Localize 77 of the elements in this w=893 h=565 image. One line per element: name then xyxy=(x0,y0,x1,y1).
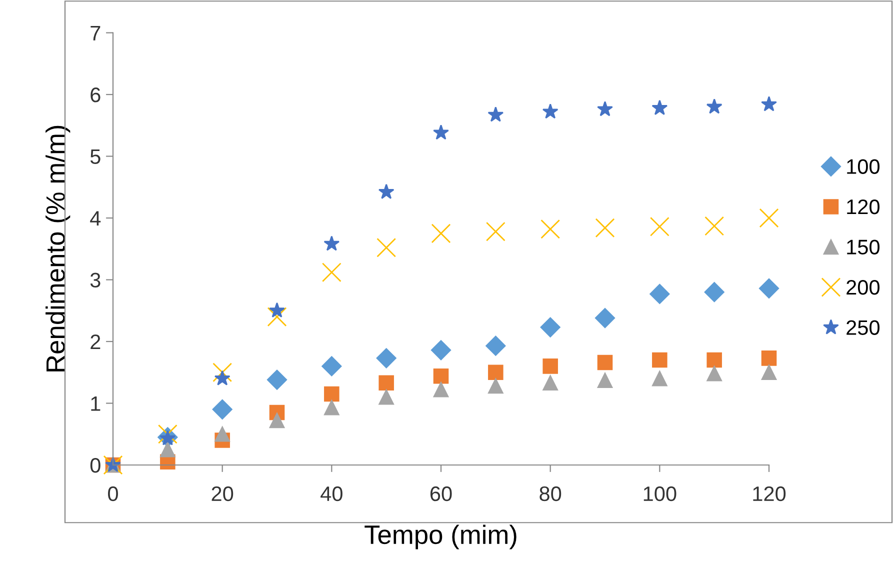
x-tick-label: 120 xyxy=(753,486,786,502)
point xyxy=(488,364,504,380)
point xyxy=(758,278,780,298)
point xyxy=(378,389,394,405)
point xyxy=(652,352,668,368)
point xyxy=(597,372,613,388)
point xyxy=(542,375,558,391)
y-tick-label: 0 xyxy=(90,458,100,473)
point xyxy=(212,362,232,382)
y-tick-label: 3 xyxy=(90,272,100,288)
point xyxy=(542,103,558,119)
point xyxy=(759,208,779,228)
point xyxy=(650,284,670,304)
point xyxy=(706,352,722,368)
point xyxy=(433,382,449,398)
point xyxy=(761,350,777,366)
point xyxy=(324,400,340,416)
point xyxy=(540,317,560,338)
point xyxy=(160,442,176,458)
point xyxy=(376,348,396,368)
x-tick-label: 40 xyxy=(320,486,342,502)
point xyxy=(704,282,724,302)
point xyxy=(488,106,504,122)
point xyxy=(212,399,232,420)
point xyxy=(322,356,342,376)
point xyxy=(761,364,777,380)
x-tick-label: 80 xyxy=(540,486,562,502)
x-tick-label: 100 xyxy=(644,486,676,502)
y-tick-label: 5 xyxy=(90,149,100,164)
legend-label: 120 xyxy=(847,199,880,214)
point xyxy=(595,218,615,238)
point xyxy=(322,262,342,282)
point xyxy=(269,412,285,428)
point xyxy=(652,370,668,386)
point xyxy=(376,238,396,258)
y-tick-label: 7 xyxy=(90,26,100,40)
point xyxy=(433,368,449,384)
legend-label: 100 xyxy=(847,159,880,174)
x-tick-label: 60 xyxy=(430,486,452,502)
point xyxy=(378,184,394,199)
point xyxy=(542,358,558,374)
point xyxy=(267,307,287,327)
point xyxy=(488,378,504,394)
point xyxy=(431,224,451,244)
point xyxy=(378,375,394,391)
point xyxy=(652,100,668,115)
point xyxy=(324,236,340,251)
point xyxy=(214,370,230,386)
point xyxy=(269,302,285,318)
point xyxy=(158,424,178,444)
x-tick-label: 0 xyxy=(108,486,118,502)
y-axis-title: Rendimento (% m/m) xyxy=(46,126,70,372)
point xyxy=(486,222,506,242)
y-tick-label: 1 xyxy=(91,396,100,411)
point xyxy=(706,366,722,382)
point xyxy=(214,426,230,442)
y-tick-label: 2 xyxy=(90,334,100,350)
point xyxy=(706,98,722,114)
y-tick-label: 4 xyxy=(90,211,101,226)
legend-label: 200 xyxy=(846,280,880,295)
point xyxy=(597,101,613,116)
point xyxy=(597,354,613,370)
point xyxy=(704,216,724,236)
legend-label: 250 xyxy=(846,320,880,335)
point xyxy=(486,336,506,356)
point xyxy=(594,308,616,328)
point xyxy=(324,386,340,402)
legend-label: 150 xyxy=(847,240,880,254)
x-tick-label: 20 xyxy=(212,486,234,502)
y-tick-label: 6 xyxy=(90,88,100,102)
point xyxy=(650,216,670,236)
point xyxy=(433,124,449,140)
point xyxy=(430,340,452,360)
point xyxy=(266,370,288,390)
x-axis-title: Tempo (mim) xyxy=(364,524,516,550)
point xyxy=(761,96,777,112)
point xyxy=(540,219,560,239)
